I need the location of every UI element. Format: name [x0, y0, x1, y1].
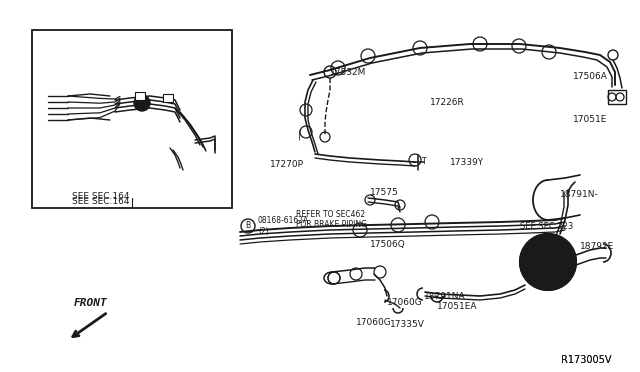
Text: 17506A: 17506A [573, 72, 608, 81]
Text: 08168-6162A
(2): 08168-6162A (2) [258, 216, 309, 236]
Circle shape [134, 95, 150, 111]
Bar [135, 92, 145, 100]
Text: 17060G: 17060G [387, 298, 423, 307]
Text: 17575: 17575 [370, 188, 399, 197]
Text: B: B [245, 221, 251, 231]
Text: 17532M: 17532M [330, 68, 366, 77]
Text: R173005V: R173005V [561, 355, 611, 365]
Text: 18792E: 18792E [580, 242, 614, 251]
Bar [608, 90, 626, 104]
Text: 17226R: 17226R [430, 98, 465, 107]
Text: 18791NA: 18791NA [424, 292, 466, 301]
Text: 17339Y: 17339Y [450, 158, 484, 167]
Text: |: | [298, 130, 301, 141]
Text: REFER TO SEC462
FOR BRAKE PIPING: REFER TO SEC462 FOR BRAKE PIPING [296, 210, 367, 230]
Text: SEE SEC.164: SEE SEC.164 [72, 197, 129, 206]
Text: 17506Q: 17506Q [370, 240, 406, 249]
Text: R173005V: R173005V [561, 355, 611, 365]
Text: 18791N-: 18791N- [560, 190, 599, 199]
Text: T: T [422, 157, 427, 167]
Text: 17270P: 17270P [270, 160, 304, 169]
Bar [32, 30, 232, 208]
Text: SEE SEC.223: SEE SEC.223 [520, 222, 573, 231]
Text: 17335V: 17335V [390, 320, 425, 329]
Text: 17060G: 17060G [356, 318, 392, 327]
Text: FRONT: FRONT [74, 298, 108, 308]
Text: SEE SEC.164: SEE SEC.164 [72, 192, 129, 201]
Bar [163, 94, 173, 102]
Circle shape [520, 234, 576, 290]
Text: 17051E: 17051E [573, 115, 607, 124]
Text: 17051EA: 17051EA [437, 302, 477, 311]
